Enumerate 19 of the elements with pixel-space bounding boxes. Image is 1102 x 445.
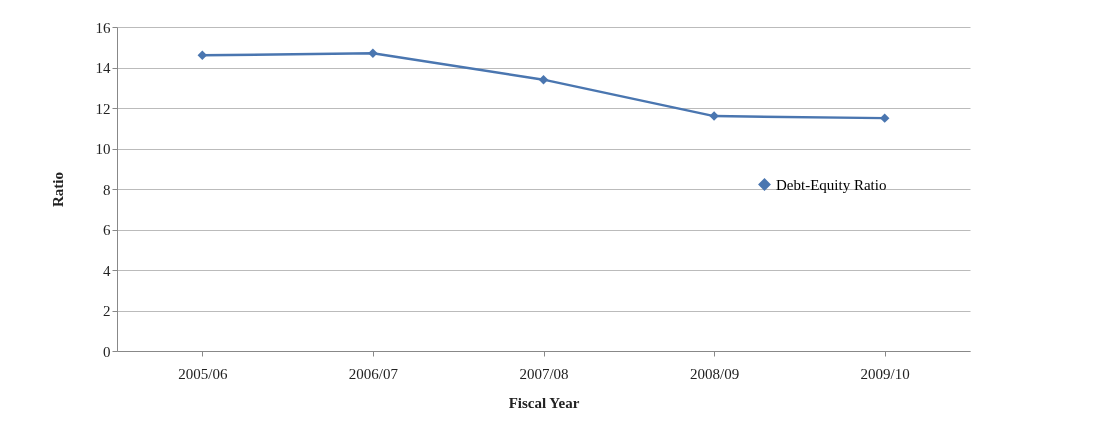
y-tick-label: 16 bbox=[95, 19, 111, 36]
x-tick-label: 2008/09 bbox=[690, 365, 740, 382]
y-tick-label: 2 bbox=[103, 303, 111, 319]
y-tick-label: 8 bbox=[103, 181, 111, 198]
point bbox=[538, 74, 549, 85]
y-tick-label: 0 bbox=[103, 343, 111, 360]
x-tick-label: 2009/10 bbox=[860, 365, 910, 382]
x-axis-title: Fiscal Year bbox=[508, 394, 580, 411]
y-tick-label: 6 bbox=[103, 222, 111, 238]
y-tick-label: 14 bbox=[95, 60, 111, 76]
x-tick-label: 2007/08 bbox=[519, 365, 569, 382]
x-tick-label: 2005/06 bbox=[178, 365, 228, 382]
y-tick-label: 12 bbox=[95, 100, 111, 117]
y-axis-title: Ratio bbox=[49, 172, 66, 207]
y-tick-label: 10 bbox=[95, 141, 111, 157]
legend-label: Debt-Equity Ratio bbox=[776, 176, 887, 193]
x-tick-label: 2006/07 bbox=[348, 365, 399, 382]
y-tick-label: 4 bbox=[103, 262, 111, 279]
point bbox=[368, 48, 378, 59]
